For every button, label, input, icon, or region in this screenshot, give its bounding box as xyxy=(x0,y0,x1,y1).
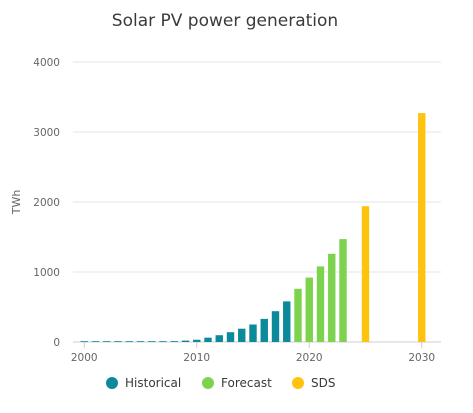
bar-historical-2005 xyxy=(136,341,145,342)
bar-historical-2016 xyxy=(260,318,268,342)
x-tick-label: 2000 xyxy=(71,352,98,364)
x-tick-label: 2020 xyxy=(296,352,323,364)
bar-historical-2003 xyxy=(114,341,122,342)
x-tick-label: 2030 xyxy=(408,352,435,364)
bar-historical-2007 xyxy=(159,341,167,342)
bar-historical-2017 xyxy=(271,311,280,342)
bar-historical-2001 xyxy=(91,341,100,342)
chart-title: Solar PV power generation xyxy=(112,11,338,31)
bar-forecast-2019 xyxy=(294,288,302,342)
y-tick-label: 3000 xyxy=(33,127,60,139)
legend-label-historical: Historical xyxy=(125,376,181,390)
bar-historical-2004 xyxy=(125,341,133,342)
legend-marker-sds xyxy=(292,377,304,389)
bar-sds-2030 xyxy=(418,113,426,342)
legend-marker-historical xyxy=(106,377,118,389)
y-tick-label: 0 xyxy=(53,337,60,349)
y-tick-label: 1000 xyxy=(33,267,60,279)
y-axis-label: TWh xyxy=(10,190,23,216)
y-tick-label: 4000 xyxy=(33,57,60,69)
y-tick-label: 2000 xyxy=(33,197,60,209)
legend: Historical Forecast SDS xyxy=(106,376,335,390)
legend-label-forecast: Forecast xyxy=(221,376,272,390)
bar-historical-2018 xyxy=(283,301,291,342)
legend-label-sds: SDS xyxy=(311,376,335,390)
x-tick-label: 2010 xyxy=(183,352,210,364)
bar-historical-2012 xyxy=(215,335,223,342)
bar-historical-2008 xyxy=(170,341,178,342)
bar-forecast-2021 xyxy=(316,266,325,342)
bar-historical-2014 xyxy=(238,328,246,342)
bars xyxy=(80,113,426,342)
bar-historical-2010 xyxy=(193,339,201,342)
bar-forecast-2023 xyxy=(339,239,347,342)
bar-historical-2002 xyxy=(103,341,111,342)
bar-historical-2006 xyxy=(148,341,156,342)
x-axis-ticks: 2000 2010 2020 2030 xyxy=(71,342,435,364)
bar-forecast-2020 xyxy=(305,277,313,342)
gridlines xyxy=(73,61,441,343)
bar-forecast-2022 xyxy=(328,253,336,342)
y-axis-ticks: 0 1000 2000 3000 4000 xyxy=(33,57,60,349)
bar-historical-2009 xyxy=(181,340,190,342)
bar-historical-2011 xyxy=(204,337,212,342)
bar-historical-2013 xyxy=(226,332,235,342)
legend-marker-forecast xyxy=(202,377,214,389)
bar-historical-2015 xyxy=(249,324,257,342)
bar-historical-2000 xyxy=(80,341,88,342)
bar-sds-2025 xyxy=(361,206,370,342)
